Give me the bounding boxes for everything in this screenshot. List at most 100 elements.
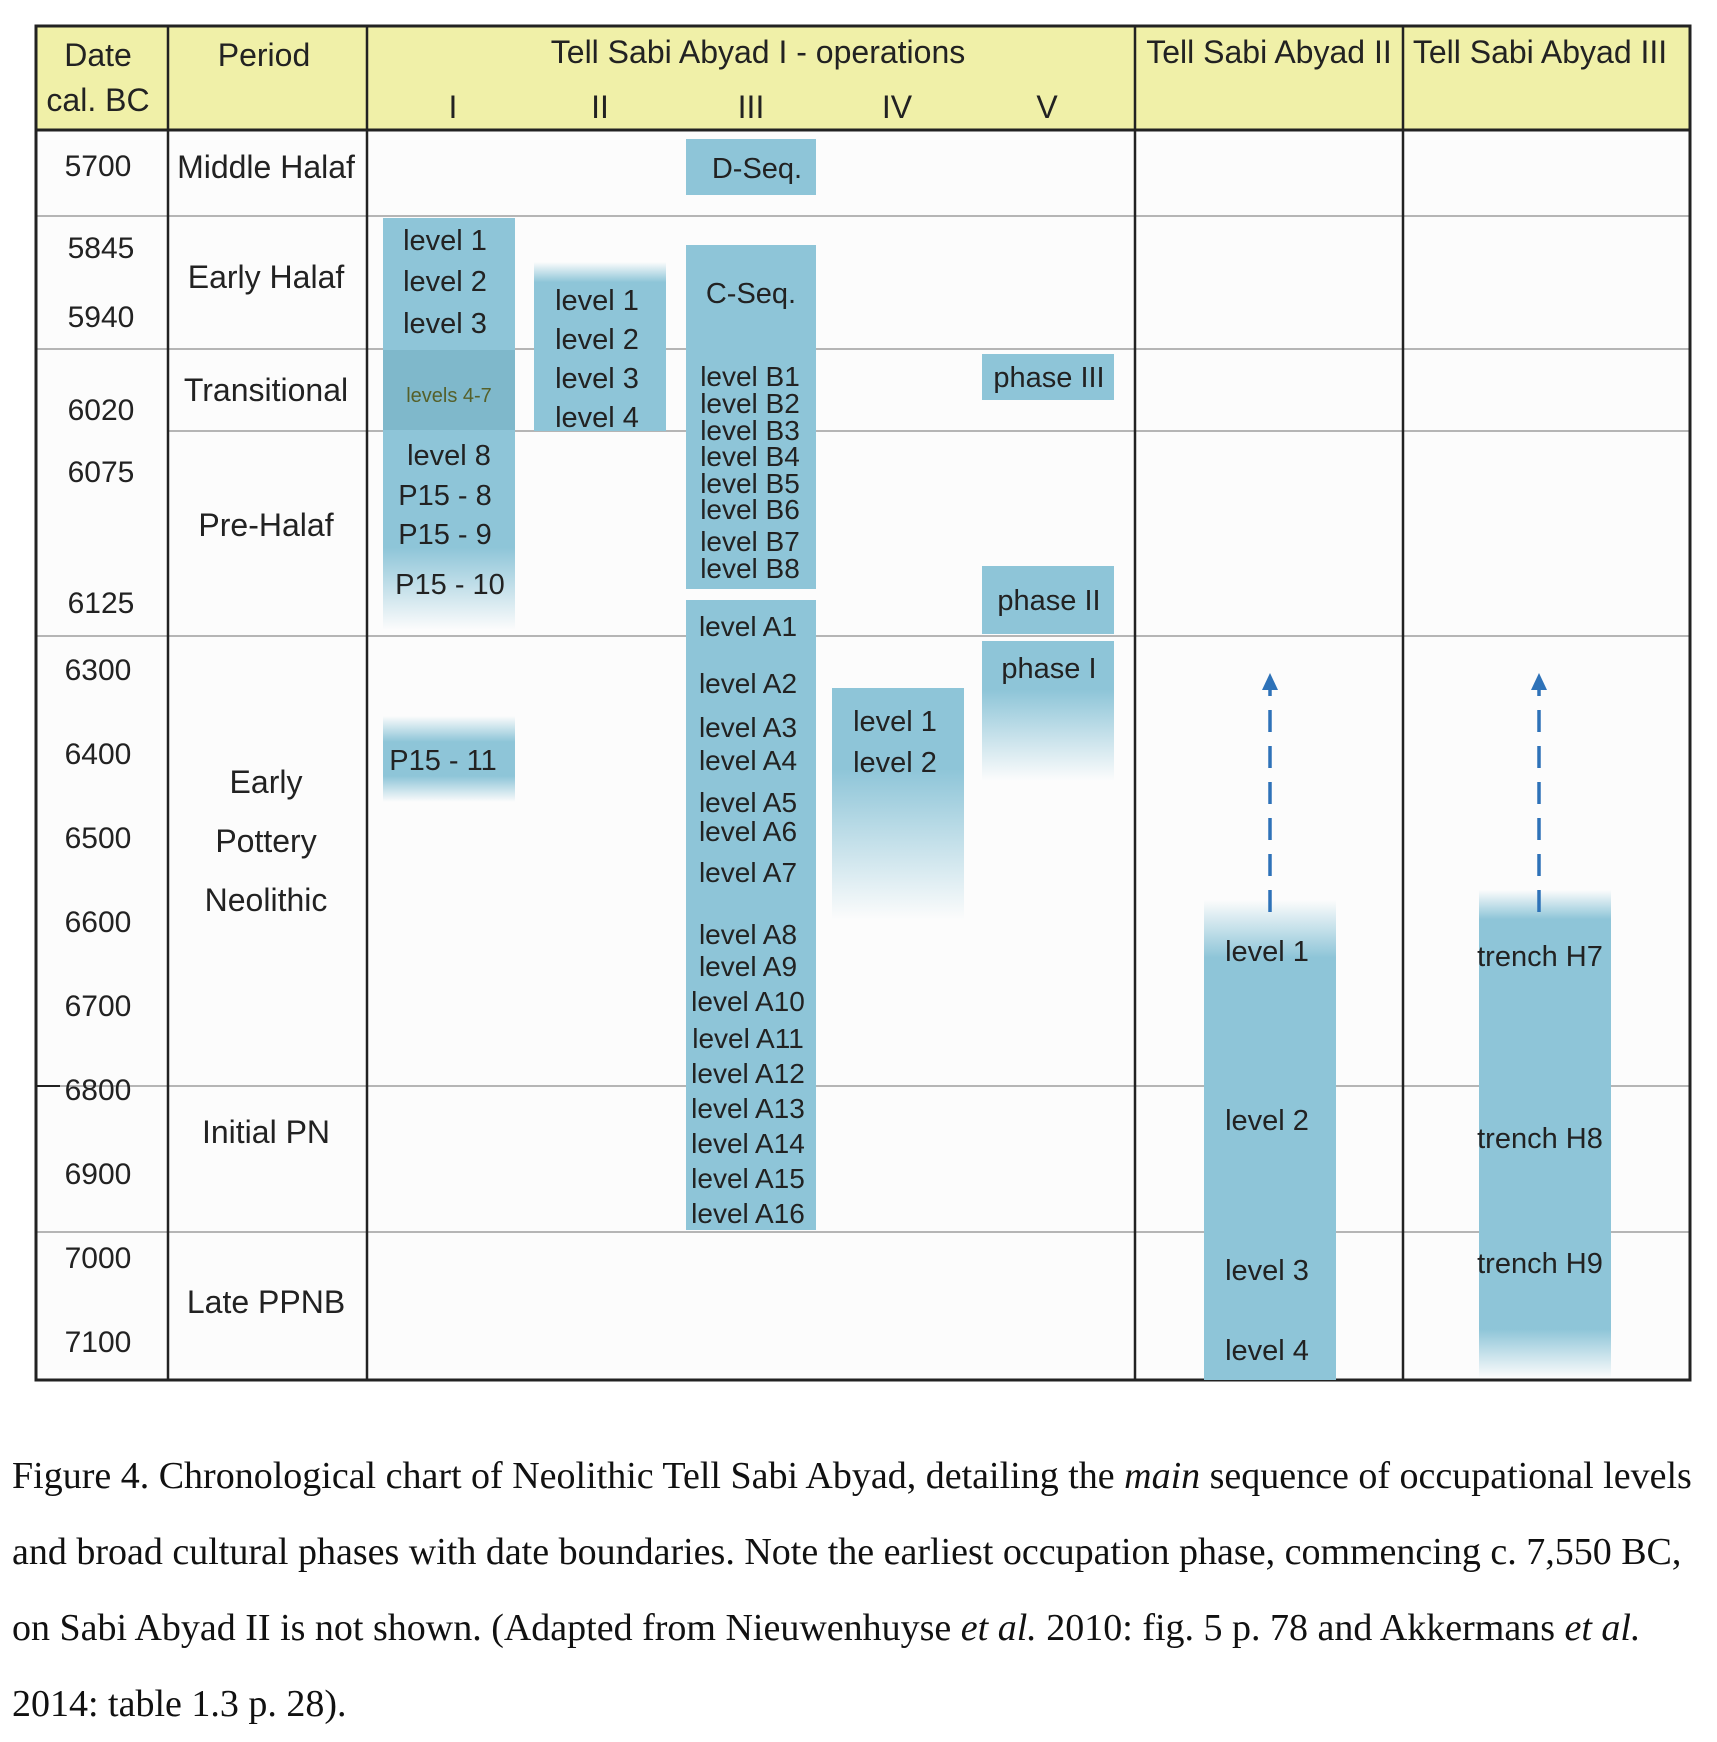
op-I-label: P15 - 11 xyxy=(389,745,496,777)
period-label: Pre-Halaf xyxy=(198,507,333,543)
op-III-a-label: level A1 xyxy=(699,611,797,642)
op-V-block-phase3 xyxy=(982,354,1114,400)
date-label: 6400 xyxy=(65,738,132,771)
op-IV-label: level 1 xyxy=(853,706,937,738)
header-op-IV: IV xyxy=(882,89,913,125)
op-III-a-label: level A12 xyxy=(691,1058,805,1089)
header-tsa3: Tell Sabi Abyad III xyxy=(1413,34,1667,70)
period-label: Middle Halaf xyxy=(177,149,355,185)
period-label: Transitional xyxy=(184,372,348,408)
op-I-block-lower xyxy=(383,716,515,802)
op-III-a-label: level A15 xyxy=(691,1163,805,1194)
chart-border xyxy=(34,24,1692,1382)
period-label: Pottery xyxy=(215,823,316,859)
header-op-I: I xyxy=(449,89,458,125)
op-II-block xyxy=(534,262,666,431)
date-label: 5940 xyxy=(68,301,135,334)
period-label: Neolithic xyxy=(205,882,328,918)
op-III-a-label: level A4 xyxy=(699,745,797,776)
period-label: Initial PN xyxy=(202,1114,330,1150)
header-band xyxy=(36,26,1690,130)
op-III-block-c-b xyxy=(686,245,816,589)
tsa2-label: level 3 xyxy=(1225,1255,1309,1287)
tsa3-label: trench H7 xyxy=(1477,941,1603,973)
op-II-label: level 1 xyxy=(555,285,639,317)
op-III-b-label: level B2 xyxy=(700,388,800,419)
op-II-column: level 1 level 2 level 3 level 4 xyxy=(534,262,666,434)
header-date-line1: Date xyxy=(64,37,132,73)
figure-caption: Figure 4. Chronological chart of Neolith… xyxy=(12,1438,1712,1742)
op-III-b-label: level B7 xyxy=(700,526,800,557)
header-date-line2: cal. BC xyxy=(46,82,149,118)
date-label: 6500 xyxy=(65,822,132,855)
tsa2-arrowhead-icon xyxy=(1262,673,1278,690)
period-label: Early xyxy=(230,764,303,800)
op-III-a-label: level A3 xyxy=(699,712,797,743)
op-I-label: P15 - 10 xyxy=(395,569,505,601)
caption-text: 2010: fig. 5 p. 78 and Akkermans xyxy=(1036,1607,1565,1649)
op-III-a-label: level A6 xyxy=(699,816,797,847)
op-III-a-label: level A2 xyxy=(699,668,797,699)
date-labels: 5700 5845 5940 6020 6075 6125 6300 6400 … xyxy=(65,150,135,1359)
op-IV-label: level 2 xyxy=(853,747,937,779)
caption-text: sequence of occupational levels and broa… xyxy=(12,1455,1692,1649)
op-I-block-transitional xyxy=(383,350,515,430)
header-tsa1: Tell Sabi Abyad I - operations xyxy=(551,34,965,70)
period-label: Late PPNB xyxy=(187,1284,345,1320)
caption-text: Figure 4. Chronological chart of Neolith… xyxy=(12,1455,1125,1497)
op-V-block-phase2 xyxy=(982,566,1114,634)
op-III-b-label: level B3 xyxy=(700,415,800,446)
op-V-column: phase III phase II phase I xyxy=(982,354,1114,781)
column-lines xyxy=(166,26,1405,1380)
tsa2-block xyxy=(1204,900,1336,1380)
date-label: 6020 xyxy=(68,394,135,427)
op-III-a-label: level A5 xyxy=(699,787,797,818)
date-label: 6800 xyxy=(65,1074,132,1107)
op-III-b-label: level B1 xyxy=(700,361,800,392)
tsa3-block xyxy=(1479,890,1611,1378)
op-I-column: level 1 level 2 level 3 levels 4-7 level… xyxy=(383,218,515,802)
tsa2-label: level 1 xyxy=(1225,936,1309,968)
caption-emphasis: et al. xyxy=(1564,1607,1641,1649)
op-I-label: P15 - 9 xyxy=(398,519,492,551)
date-label: 6125 xyxy=(68,587,135,620)
date-label: 5700 xyxy=(65,150,132,183)
period-label: Early Halaf xyxy=(188,259,345,295)
op-V-label: phase III xyxy=(993,362,1104,394)
op-I-label: level 1 xyxy=(403,225,487,257)
header-op-II: II xyxy=(591,89,609,125)
op-III-a-label: level A10 xyxy=(691,986,805,1017)
header-tsa2: Tell Sabi Abyad II xyxy=(1146,34,1391,70)
period-gridlines xyxy=(36,215,1690,1233)
date-label: 7000 xyxy=(65,1242,132,1275)
header-period: Period xyxy=(218,37,311,73)
op-II-label: level 4 xyxy=(555,402,639,434)
date-label: 6700 xyxy=(65,990,132,1023)
op-V-label: phase I xyxy=(1001,653,1096,685)
caption-emphasis: et al. xyxy=(960,1607,1037,1649)
op-III-a-label: level A14 xyxy=(691,1128,805,1159)
op-IV-column: level 1 level 2 xyxy=(832,688,964,920)
tsa3-arrowhead-icon xyxy=(1531,673,1547,690)
op-II-label: level 2 xyxy=(555,324,639,356)
op-III-block-d xyxy=(686,139,816,195)
op-V-block-phase1 xyxy=(982,641,1114,781)
op-III-block-a xyxy=(686,600,816,1230)
header-op-V: V xyxy=(1036,89,1058,125)
tsa2-label: level 4 xyxy=(1225,1335,1309,1367)
op-I-label: P15 - 8 xyxy=(398,480,492,512)
op-IV-block xyxy=(832,688,964,920)
date-label: 6075 xyxy=(68,456,135,489)
tsa3-label: trench H8 xyxy=(1477,1123,1603,1155)
caption-emphasis: main xyxy=(1124,1455,1201,1497)
chronological-chart: Date cal. BC Period Tell Sabi Abyad I - … xyxy=(34,24,1692,1382)
op-III-a-label: level A11 xyxy=(692,1023,804,1054)
op-III-b-label: level B5 xyxy=(700,468,800,499)
caption-text: 2014: table 1.3 p. 28). xyxy=(12,1683,347,1725)
op-III-label: C-Seq. xyxy=(706,278,796,310)
op-III-label: D-Seq. xyxy=(712,153,802,185)
op-III-a-label: level A7 xyxy=(699,857,797,888)
header-op-III: III xyxy=(738,89,765,125)
op-I-label: level 8 xyxy=(407,440,491,472)
op-III-column: D-Seq. C-Seq. level B1 level B2 level B3… xyxy=(686,139,816,1230)
